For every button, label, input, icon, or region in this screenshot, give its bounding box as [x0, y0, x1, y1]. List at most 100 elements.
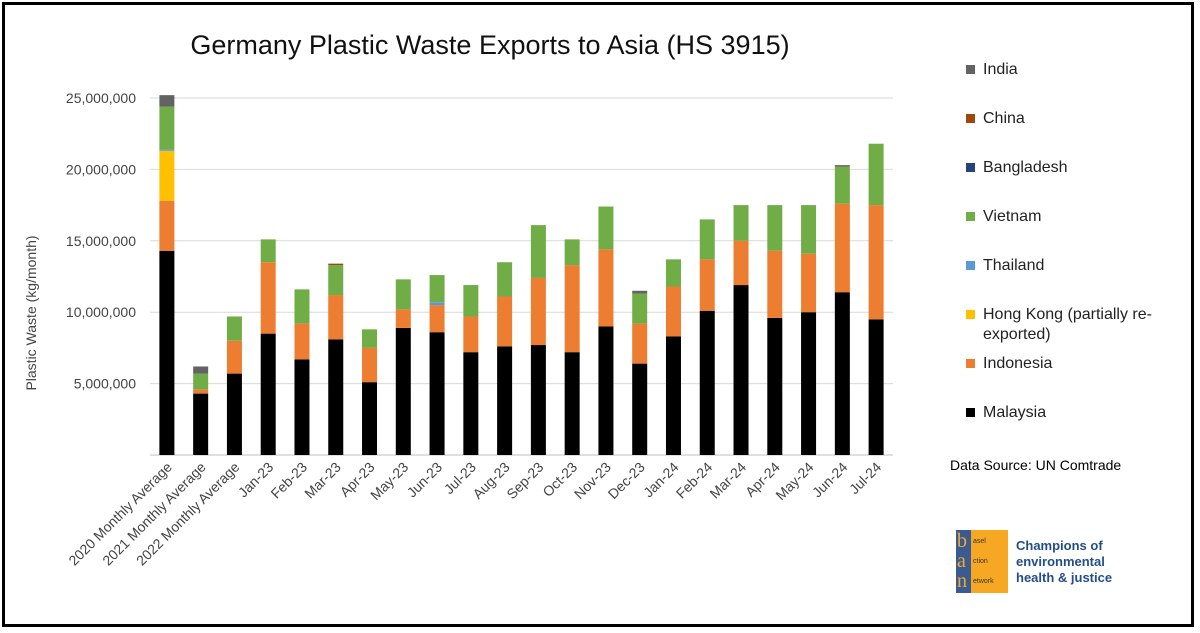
- bar-segment-indonesia: [564, 265, 580, 353]
- bars: [159, 95, 884, 455]
- bar-segment-indonesia: [834, 203, 850, 293]
- legend-label: Bangladesh: [983, 159, 1068, 176]
- bar-segment-indonesia: [294, 323, 310, 360]
- bar-segment-hong: [159, 150, 175, 201]
- y-tick-labels: 5,000,000 10,000,000 15,000,000 20,000,000 2…: [66, 90, 136, 392]
- x-tick-label: Nov-23: [571, 459, 614, 502]
- bar-segment-thailand: [429, 302, 445, 306]
- legend-label: Indonesia: [983, 355, 1053, 372]
- bar-segment-vietnam: [193, 373, 209, 390]
- x-tick-label: Mar-24: [706, 459, 749, 502]
- x-tick-label: Jun-24: [809, 459, 851, 501]
- bar-segment-indonesia: [260, 262, 276, 334]
- bar-segment-indonesia: [598, 249, 614, 327]
- x-tick-label: Mar-23: [301, 459, 344, 502]
- data-source-note: Data Source: UN Comtrade: [950, 457, 1122, 473]
- ban-tagline: Champions of environmental health & just…: [1016, 538, 1112, 586]
- x-tick-label: Aug-23: [469, 459, 512, 502]
- tagline-line-1: Champions of: [1016, 538, 1103, 553]
- bar-segment-vietnam: [733, 205, 749, 241]
- bar-segment-indonesia: [193, 389, 209, 394]
- bar-segment-indonesia: [429, 305, 445, 333]
- x-tick-label: May-23: [367, 459, 411, 503]
- bar-segment-indonesia: [868, 205, 884, 320]
- legend-swatch: [966, 310, 975, 319]
- bar-segment-malaysia: [665, 336, 681, 455]
- x-tick-label: Feb-24: [673, 459, 716, 502]
- x-tick-label: Dec-23: [605, 459, 648, 502]
- bar-segment-vietnam: [497, 262, 513, 297]
- legend-item: Malaysia: [966, 403, 1173, 423]
- bar-segment-thailand: [159, 149, 175, 151]
- bar-segment-china: [328, 263, 344, 266]
- bar-segment-indonesia: [530, 277, 546, 346]
- bar-segment-malaysia: [294, 359, 310, 455]
- bar-segment-vietnam: [632, 293, 648, 324]
- bar-segment-malaysia: [159, 250, 175, 455]
- bar-segment-malaysia: [328, 339, 344, 455]
- bar-segment-vietnam: [767, 205, 783, 251]
- legend-label: Thailand: [983, 257, 1045, 274]
- bar-segment-malaysia: [497, 346, 513, 455]
- legend-swatch: [966, 212, 975, 221]
- bar-segment-indonesia: [497, 296, 513, 347]
- y-tick-label: 25,000,000: [66, 90, 136, 106]
- bar-segment-vietnam: [463, 285, 479, 317]
- legend-swatch: [966, 65, 975, 74]
- bar-segment-indonesia: [767, 250, 783, 318]
- bar-segment-vietnam: [429, 275, 445, 303]
- legend-swatch: [966, 359, 975, 368]
- logo-letter-n: n: [957, 570, 967, 592]
- legend-label: Malaysia: [983, 404, 1047, 421]
- bar-segment-malaysia: [395, 327, 411, 455]
- bar-segment-india: [193, 366, 209, 374]
- bar-segment-vietnam: [801, 205, 817, 254]
- y-tick-label: 15,000,000: [66, 233, 136, 249]
- bar-segment-malaysia: [429, 332, 445, 455]
- legend-item: India: [966, 60, 1173, 80]
- legend-label: India: [983, 61, 1018, 78]
- bar-segment-malaysia: [530, 345, 546, 455]
- legend-item: Indonesia: [966, 354, 1173, 374]
- legend-label: Vietnam: [983, 208, 1042, 225]
- bar-segment-vietnam: [699, 219, 715, 260]
- bar-segment-vietnam: [834, 166, 850, 204]
- bar-segment-vietnam: [226, 316, 242, 341]
- bar-segment-malaysia: [767, 317, 783, 455]
- bar-segment-vietnam: [294, 289, 310, 324]
- bar-segment-india: [632, 290, 648, 294]
- logo-word-etwork: etwork: [973, 578, 994, 585]
- bar-segment-malaysia: [193, 393, 209, 455]
- bar-segment-malaysia: [564, 352, 580, 455]
- y-tick-label: 20,000,000: [66, 161, 136, 177]
- legend-swatch: [966, 261, 975, 270]
- bar-segment-indonesia: [801, 253, 817, 313]
- legend-item: Hong Kong (partially re-exported): [966, 305, 1173, 345]
- y-tick-label: 5,000,000: [74, 376, 136, 392]
- bar-segment-vietnam: [260, 239, 276, 263]
- bar-segment-malaysia: [801, 312, 817, 455]
- bar-segment-vietnam: [328, 265, 344, 296]
- x-tick-label: Jun-23: [404, 459, 446, 501]
- y-tick-label: 10,000,000: [66, 304, 136, 320]
- bar-segment-vietnam: [362, 329, 378, 348]
- bar-segment-india: [159, 95, 175, 107]
- bar-segment-malaysia: [733, 285, 749, 455]
- bar-segment-india: [834, 165, 850, 167]
- bar-segment-indonesia: [362, 347, 378, 383]
- legend-label: Hong Kong (partially re-exported): [983, 306, 1152, 343]
- legend-swatch: [966, 114, 975, 123]
- bar-segment-malaysia: [834, 292, 850, 455]
- y-axis-label: Plastic Waste (kg/month): [23, 235, 39, 390]
- bar-segment-malaysia: [260, 333, 276, 455]
- legend-item: China: [966, 109, 1173, 129]
- bar-segment-malaysia: [632, 363, 648, 455]
- legend-swatch: [966, 163, 975, 172]
- bar-segment-indonesia: [159, 200, 175, 251]
- chart-title: Germany Plastic Waste Exports to Asia (H…: [190, 30, 789, 60]
- bar-segment-malaysia: [463, 352, 479, 455]
- legend-label: China: [983, 110, 1025, 127]
